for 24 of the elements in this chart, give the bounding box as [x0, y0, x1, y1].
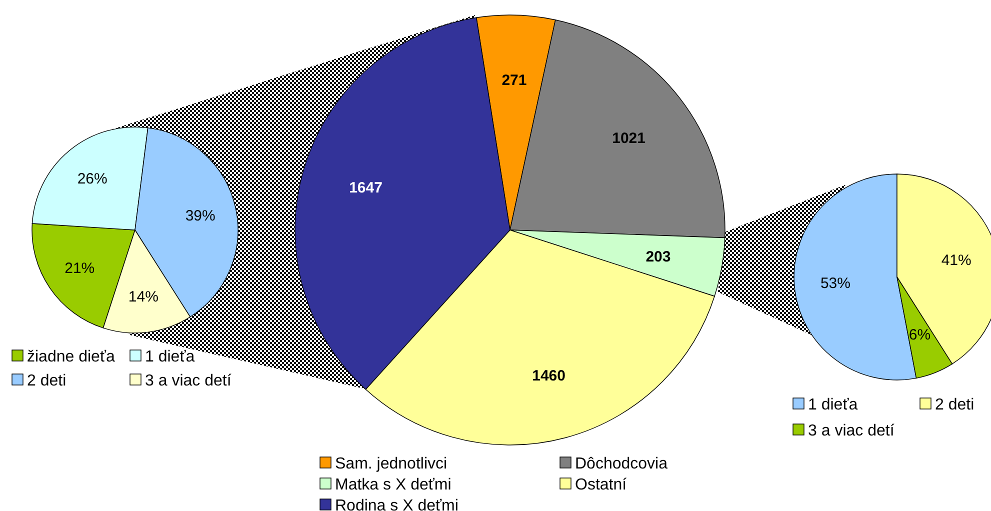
data-label: 41% [941, 252, 972, 270]
data-label: 1647 [349, 179, 382, 196]
legend-label: 1 dieťa [808, 396, 858, 414]
data-label: 1021 [612, 130, 646, 147]
legend-label: Matka s X deťmi [335, 476, 452, 494]
legend-label: 2 deti [935, 396, 974, 414]
data-label: 21% [64, 260, 95, 277]
legend-label: Dôchodcovia [575, 456, 668, 473]
data-label: 6% [908, 326, 931, 344]
data-label: 271 [502, 72, 527, 89]
data-label: 53% [820, 275, 850, 292]
legend-label: 2 deti [27, 372, 66, 390]
data-label: 26% [77, 170, 108, 188]
legend-label: 1 dieťa [145, 348, 195, 366]
legend-label: 3 a viac detí [808, 422, 895, 440]
data-label: 14% [128, 288, 158, 306]
data-label: 203 [646, 248, 671, 266]
legend-label: Ostatní [575, 476, 628, 494]
legend-label: Sam. jednotlivci [335, 456, 448, 473]
legend-label: Rodina s X deťmi [335, 498, 458, 511]
data-label: 1460 [532, 368, 566, 385]
legend-label: 3 a viac detí [145, 372, 232, 390]
data-label: 39% [185, 208, 216, 225]
legend-label: žiadne dieťa [27, 348, 115, 366]
